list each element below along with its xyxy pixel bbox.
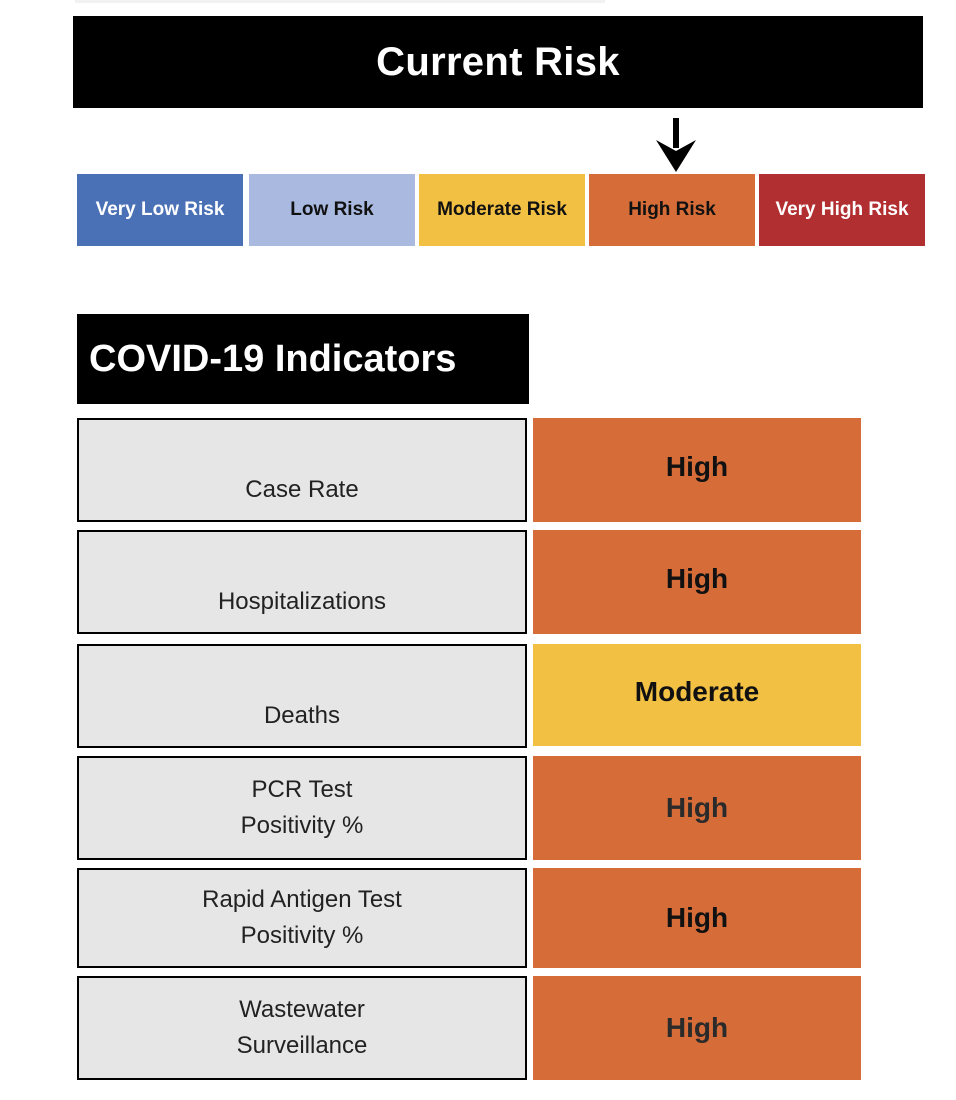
indicator-label-box: Rapid Antigen Test Positivity % [77, 868, 527, 968]
indicator-status-badge: High [533, 976, 861, 1080]
indicators-title: COVID-19 Indicators [77, 314, 529, 404]
risk-level-label: High Risk [628, 199, 716, 220]
indicator-status-badge: Moderate [533, 644, 861, 746]
current-risk-banner: Current Risk [73, 16, 923, 108]
indicator-label-line-1: Wastewater [239, 996, 365, 1023]
current-level-arrow-icon [656, 118, 696, 172]
indicator-status-badge: High [533, 530, 861, 634]
indicator-label-line-1: Rapid Antigen Test [202, 886, 402, 913]
current-risk-title: Current Risk [376, 39, 620, 84]
indicator-status: Moderate [634, 676, 760, 707]
indicator-status: High [665, 451, 729, 482]
indicator-status: High [665, 792, 729, 823]
indicator-label-line-2: Positivity % [240, 922, 364, 949]
risk-level-label: Moderate Risk [437, 199, 567, 220]
indicator-status-badge: High [533, 418, 861, 522]
top-divider [75, 0, 605, 3]
indicator-label-box: PCR Test Positivity % [77, 756, 527, 860]
indicator-status-badge: High [533, 868, 861, 968]
indicator-status: High [665, 902, 729, 933]
indicator-label-box: Hospitalizations [77, 530, 527, 634]
indicator-status-badge: High [533, 756, 861, 860]
indicator-label: Case Rate [245, 476, 359, 503]
risk-level-very-high: Very High Risk [759, 174, 925, 246]
risk-level-moderate: Moderate Risk [419, 174, 585, 246]
risk-level-high: High Risk [589, 174, 755, 246]
indicator-label-box: Deaths [77, 644, 527, 748]
indicator-label-line-1: PCR Test [251, 776, 353, 803]
risk-level-very-low: Very Low Risk [77, 174, 243, 246]
indicator-label: Hospitalizations [217, 588, 387, 615]
risk-level-label: Very Low Risk [95, 199, 225, 220]
risk-level-label: Low Risk [290, 199, 374, 220]
indicator-label-box: Case Rate [77, 418, 527, 522]
indicator-label-line-2: Surveillance [236, 1032, 368, 1059]
indicator-label-box: Wastewater Surveillance [77, 976, 527, 1080]
indicator-status: High [665, 1012, 729, 1043]
indicator-status: High [665, 563, 729, 594]
indicators-title-text: COVID-19 Indicators [89, 337, 457, 380]
risk-level-low: Low Risk [249, 174, 415, 246]
indicator-label-line-2: Positivity % [240, 812, 364, 839]
indicator-label: Deaths [263, 702, 341, 729]
risk-level-label: Very High Risk [775, 199, 909, 220]
